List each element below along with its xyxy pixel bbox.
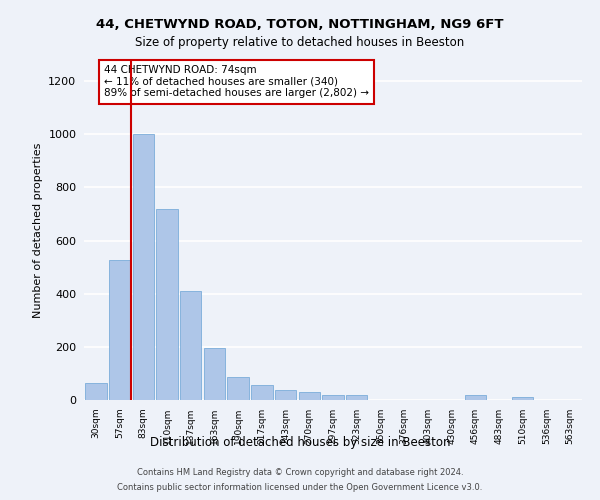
Text: 44, CHETWYND ROAD, TOTON, NOTTINGHAM, NG9 6FT: 44, CHETWYND ROAD, TOTON, NOTTINGHAM, NG… [96, 18, 504, 30]
Bar [204, 348, 225, 400]
Text: Distribution of detached houses by size in Beeston: Distribution of detached houses by size … [150, 436, 450, 449]
Text: 44 CHETWYND ROAD: 74sqm
← 11% of detached houses are smaller (340)
89% of semi-d: 44 CHETWYND ROAD: 74sqm ← 11% of detache… [104, 65, 369, 98]
Bar [109, 260, 130, 400]
Bar [251, 384, 272, 400]
Bar [464, 395, 486, 400]
Text: Size of property relative to detached houses in Beeston: Size of property relative to detached ho… [136, 36, 464, 49]
Y-axis label: Number of detached properties: Number of detached properties [32, 142, 43, 318]
Text: Contains public sector information licensed under the Open Government Licence v3: Contains public sector information licen… [118, 483, 482, 492]
Text: Contains HM Land Registry data © Crown copyright and database right 2024.: Contains HM Land Registry data © Crown c… [137, 468, 463, 477]
Bar [512, 398, 533, 400]
Bar [299, 392, 320, 400]
Bar [346, 396, 367, 400]
Bar [227, 378, 249, 400]
Bar [85, 382, 107, 400]
Bar [133, 134, 154, 400]
Bar [275, 390, 296, 400]
Bar [180, 291, 202, 400]
Bar [322, 395, 344, 400]
Bar [157, 209, 178, 400]
